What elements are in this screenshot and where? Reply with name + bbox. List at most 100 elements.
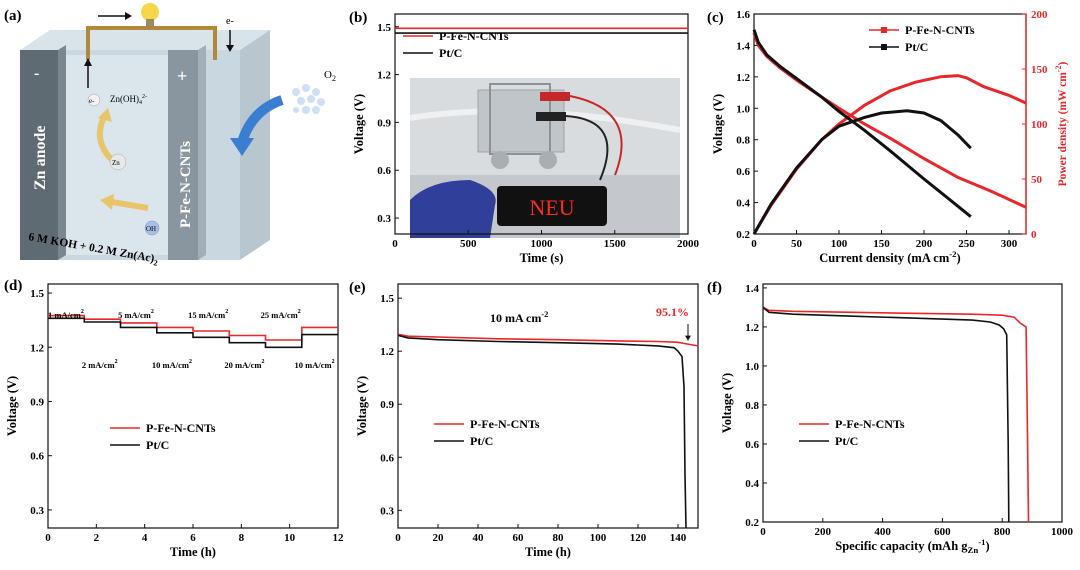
chart-e-xtick-label: 140 — [670, 532, 687, 544]
chart-e-ytick-label: 0.6 — [380, 452, 394, 464]
chart-c-ytick-label: 0.6 — [736, 166, 750, 178]
chart-c-y2tick-label: 100 — [1031, 119, 1048, 131]
chart-f-series-pt-c-line — [762, 306, 1010, 523]
chart-d-ytick-label: 0.3 — [30, 505, 44, 517]
zn-anode-side — [58, 45, 66, 260]
chart-d: 0 2 4 6 8 10 12 0.3 0.6 0.9 1.2 1.5 Time (h) Voltage … — [5, 283, 344, 559]
zincate-label: Zn(OH)42- — [110, 94, 147, 106]
chart-c-xtick-label: 200 — [916, 238, 933, 250]
chart-c-xtick-label: 150 — [873, 238, 890, 250]
chart-c-xtick-label: 250 — [958, 238, 975, 250]
chart-f-xtick-label: 200 — [815, 526, 832, 538]
chart-c: 0 50 100 150 200 250 300 0.2 0.4 0.6 0.8 1.0 1.2 1.4 1… — [711, 9, 1069, 265]
chart-b-xtick-label: 2000 — [677, 238, 700, 250]
chart-c-y2tick-label: 150 — [1031, 64, 1048, 76]
cell-top-face — [20, 30, 270, 50]
chart-c-xlabel: Current density (mA cm-2) — [819, 249, 960, 265]
chart-c-ytick-label: 1.6 — [736, 9, 750, 21]
chart-b-ytick-label: 1.5 — [377, 22, 391, 34]
chart-b-legend-label: Pt/C — [439, 46, 462, 60]
chart-f-xtick-label: 400 — [874, 526, 891, 538]
chart-e-legend-label: Pt/C — [470, 434, 493, 448]
panel-labels: (a) (b) (c) (d) (e) (f) — [4, 8, 724, 296]
cathode-label: P-Fe-N-CNTs — [178, 141, 194, 228]
chart-c-y2tick-label: 200 — [1031, 9, 1048, 21]
chart-d-ylabel: Voltage (V) — [5, 376, 19, 436]
chart-f-ytick-label: 1.2 — [745, 322, 759, 334]
chart-f-legend-label: P-Fe-N-CNTs — [835, 417, 905, 431]
photo-clip-black — [536, 112, 566, 121]
chart-b-xtick-label: 1500 — [604, 238, 627, 250]
chart-f-ytick-label: 1.0 — [745, 361, 759, 373]
chart-d-frame — [47, 283, 339, 529]
cathode-plus-sign: + — [177, 66, 187, 86]
chart-e-current-annotation: 10 mA cm-2 — [490, 310, 548, 325]
o2-bubbles-icon — [292, 84, 325, 114]
chart-d-step-label-bottom: 10 mA/cm2 — [295, 359, 335, 370]
chart-d-ytick-label: 1.5 — [30, 288, 44, 300]
photo-wire-red — [569, 95, 623, 176]
chart-b-xtick-label: 0 — [392, 238, 398, 250]
chart-e-xtick-label: 0 — [395, 532, 401, 544]
chart-e-ytick-label: 1.2 — [380, 346, 394, 358]
chart-d-xtick-label: 4 — [142, 532, 148, 544]
chart-f-legend-label: Pt/C — [835, 434, 858, 448]
chart-b-ytick-label: 1.2 — [377, 70, 391, 82]
chart-d-step-label-bottom: 10 mA/cm2 — [152, 359, 192, 370]
electron-particle-label: e- — [89, 97, 95, 105]
chart-e-series-pt-c-line — [397, 334, 687, 529]
chart-d-step-label-bottom: 20 mA/cm2 — [224, 359, 264, 370]
photo-clip-red — [540, 92, 570, 101]
chart-f-xtick-label: 600 — [934, 526, 951, 538]
chart-d-series-p-fe-n-cnts-line — [48, 314, 338, 341]
photo-wingnut-left — [491, 151, 509, 169]
chart-e-xtick-label: 120 — [630, 532, 647, 544]
chart-c-series-pt-c-right-line — [752, 109, 972, 235]
photo-led-board — [497, 186, 607, 226]
chart-e-retention-annotation: 95.1% — [656, 305, 689, 319]
oh-particle — [144, 220, 160, 236]
chart-f: 0 200 400 600 800 1000 0.2 0.4 0.6 0.8 1.0 1.2 1.4 Sp… — [720, 283, 1074, 555]
chart-d-xlabel: Time (h) — [170, 545, 216, 559]
chart-e-xtick-label: 80 — [553, 532, 565, 544]
oh-flow-arrow — [111, 199, 149, 211]
oh-flow-arrow-head — [100, 194, 114, 210]
chart-f-ytick-label: 0.2 — [745, 517, 759, 529]
photo-wire-black — [565, 115, 609, 181]
chart-b-ytick-label: 0.6 — [377, 165, 391, 177]
chart-f-ytick-label: 1.4 — [745, 283, 759, 295]
panel-label-f: (f) — [707, 280, 722, 296]
chart-e-xtick-label: 60 — [513, 532, 525, 544]
chart-c-ytick-label: 0.8 — [736, 135, 750, 147]
anode-label: Zn anode — [32, 126, 49, 190]
chart-d-step-label-top: 25 mA/cm2 — [261, 309, 301, 320]
chart-e-ytick-label: 0.9 — [380, 399, 394, 411]
chart-f-ytick-label: 0.4 — [745, 478, 759, 490]
chart-f-xtick-label: 800 — [994, 526, 1011, 538]
o2-diffusion-arrow — [237, 95, 284, 144]
chart-b-xtick-label: 1000 — [531, 238, 554, 250]
chart-c-xtick-label: 100 — [831, 238, 848, 250]
o2-label: O2 — [324, 69, 336, 83]
anode-minus-sign: - — [34, 65, 39, 82]
photo-wingnut-right — [539, 151, 557, 169]
chart-c-ytick-label: 0.2 — [736, 229, 750, 241]
cathode-side — [198, 45, 206, 260]
photo-led-sign: NEU — [529, 195, 574, 220]
chart-e-xtick-label: 20 — [433, 532, 445, 544]
chart-b-ylabel: Voltage (V) — [352, 94, 366, 154]
chart-b-legend-label: P-Fe-N-CNTs — [439, 29, 509, 43]
chart-c-series-p-fe-n-cnts-right-line — [752, 74, 1027, 235]
cell-right-face — [240, 30, 270, 260]
chart-b-xtick-label: 500 — [460, 238, 477, 250]
panel-label-e: (e) — [349, 280, 366, 296]
chart-b-xlabel: Time (s) — [520, 251, 564, 265]
zincate-flow-arrow-head — [98, 108, 112, 122]
chart-c-y2label: Power density (mW cm-2) — [1054, 61, 1069, 186]
chart-f-ytick-label: 0.6 — [745, 439, 759, 451]
chart-e-xlabel: Time (h) — [525, 545, 571, 559]
bulb-base-icon — [146, 19, 154, 27]
chart-d-ytick-label: 1.2 — [30, 342, 44, 354]
panel-label-d: (d) — [4, 278, 22, 294]
